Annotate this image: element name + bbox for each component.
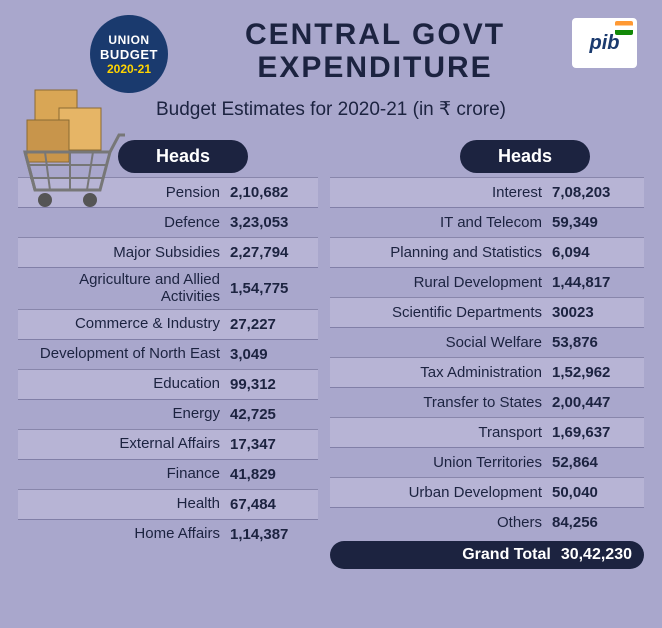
table-row: Rural Development1,44,817 — [330, 267, 644, 297]
row-label: Social Welfare — [336, 334, 552, 351]
table-row: Home Affairs1,14,387 — [18, 519, 318, 549]
right-rows: Interest7,08,203IT and Telecom59,349Plan… — [330, 177, 644, 537]
row-label: Scientific Departments — [336, 304, 552, 321]
table-row: Education99,312 — [18, 369, 318, 399]
row-label: Agriculture and Allied Activities — [24, 271, 230, 306]
row-label: Education — [24, 375, 230, 392]
badge-line3: 2020-21 — [90, 62, 168, 76]
table-row: Development of North East3,049 — [18, 339, 318, 369]
row-value: 3,049 — [230, 346, 312, 363]
table-row: Major Subsidies2,27,794 — [18, 237, 318, 267]
row-label: Development of North East — [24, 345, 230, 362]
row-label: Transfer to States — [336, 394, 552, 411]
row-value: 7,08,203 — [552, 184, 638, 201]
table-row: Energy42,725 — [18, 399, 318, 429]
row-value: 1,69,637 — [552, 424, 638, 441]
table-row: Social Welfare53,876 — [330, 327, 644, 357]
grand-total-value: 30,42,230 — [561, 546, 632, 564]
row-value: 59,349 — [552, 214, 638, 231]
left-rows: Pension2,10,682Defence3,23,053Major Subs… — [18, 177, 318, 549]
table-row: Finance41,829 — [18, 459, 318, 489]
row-value: 1,52,962 — [552, 364, 638, 381]
row-label: Interest — [336, 184, 552, 201]
table-row: Agriculture and Allied Activities1,54,77… — [18, 267, 318, 309]
table-row: Defence3,23,053 — [18, 207, 318, 237]
right-column: Heads Interest7,08,203IT and Telecom59,3… — [330, 140, 644, 569]
row-value: 6,094 — [552, 244, 638, 261]
row-label: External Affairs — [24, 435, 230, 452]
row-value: 67,484 — [230, 496, 312, 513]
row-value: 2,10,682 — [230, 184, 312, 201]
row-value: 3,23,053 — [230, 214, 312, 231]
row-value: 17,347 — [230, 436, 312, 453]
row-value: 42,725 — [230, 406, 312, 423]
row-value: 2,27,794 — [230, 244, 312, 261]
row-label: Major Subsidies — [24, 244, 230, 261]
row-value: 52,864 — [552, 454, 638, 471]
row-label: Health — [24, 495, 230, 512]
table-row: Transport1,69,637 — [330, 417, 644, 447]
grand-total-row: Grand Total 30,42,230 — [330, 541, 644, 569]
row-label: IT and Telecom — [336, 214, 552, 231]
row-label: Rural Development — [336, 274, 552, 291]
row-label: Commerce & Industry — [24, 315, 230, 332]
table-row: Transfer to States2,00,447 — [330, 387, 644, 417]
table-row: Planning and Statistics6,094 — [330, 237, 644, 267]
grand-total-label: Grand Total — [342, 546, 561, 564]
row-label: Urban Development — [336, 484, 552, 501]
badge-line1: UNION — [90, 33, 168, 47]
row-value: 1,44,817 — [552, 274, 638, 291]
row-label: Energy — [24, 405, 230, 422]
row-value: 27,227 — [230, 316, 312, 333]
table-row: Others84,256 — [330, 507, 644, 537]
cart-illustration — [15, 80, 125, 210]
pib-logo: pib — [572, 18, 637, 68]
row-label: Union Territories — [336, 454, 552, 471]
table-row: External Affairs17,347 — [18, 429, 318, 459]
row-label: Finance — [24, 465, 230, 482]
row-label: Defence — [24, 214, 230, 231]
heads-pill-right: Heads — [460, 140, 590, 173]
table-row: Commerce & Industry27,227 — [18, 309, 318, 339]
heads-pill-left: Heads — [118, 140, 248, 173]
row-label: Home Affairs — [24, 525, 230, 542]
row-label: Tax Administration — [336, 364, 552, 381]
table-row: Scientific Departments30023 — [330, 297, 644, 327]
row-value: 30023 — [552, 304, 638, 321]
table-row: Health67,484 — [18, 489, 318, 519]
table-row: Urban Development50,040 — [330, 477, 644, 507]
row-value: 99,312 — [230, 376, 312, 393]
row-label: Transport — [336, 424, 552, 441]
row-value: 84,256 — [552, 514, 638, 531]
row-value: 1,54,775 — [230, 280, 312, 297]
row-label: Others — [336, 514, 552, 531]
table-row: Tax Administration1,52,962 — [330, 357, 644, 387]
table-row: IT and Telecom59,349 — [330, 207, 644, 237]
badge-line2: BUDGET — [90, 47, 168, 62]
row-value: 50,040 — [552, 484, 638, 501]
page-title: CENTRAL GOVT EXPENDITURE — [210, 18, 540, 84]
table-row: Union Territories52,864 — [330, 447, 644, 477]
row-value: 2,00,447 — [552, 394, 638, 411]
row-label: Planning and Statistics — [336, 244, 552, 261]
row-value: 1,14,387 — [230, 526, 312, 543]
row-value: 41,829 — [230, 466, 312, 483]
table-row: Interest7,08,203 — [330, 177, 644, 207]
logo-text: pib — [590, 32, 620, 55]
row-value: 53,876 — [552, 334, 638, 351]
